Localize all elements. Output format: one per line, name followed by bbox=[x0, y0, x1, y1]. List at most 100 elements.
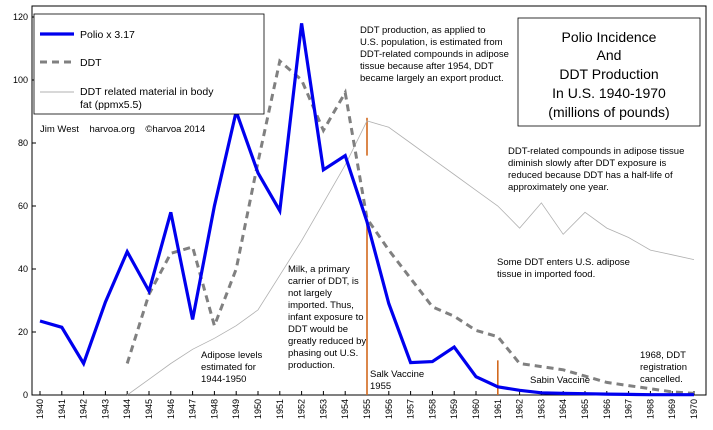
annotation-milk-line-6: DDT would be bbox=[288, 324, 348, 335]
legend-label-bodyfat-1: DDT related material in body bbox=[80, 86, 214, 98]
annotation-milk-line-3: not largely bbox=[288, 288, 332, 299]
annotation-imported-line-1: Some DDT enters U.S. adipose bbox=[497, 257, 630, 268]
annotation-milk: Milk, a primary carrier of DDT, is not l… bbox=[288, 264, 366, 371]
x-tick-label: 1943 bbox=[100, 399, 110, 419]
annotation-milk-line-8: phasing out U.S. bbox=[288, 348, 358, 359]
x-tick-label: 1955 bbox=[362, 399, 372, 419]
x-tick-label: 1946 bbox=[166, 399, 176, 419]
annotation-salk-line-1: Salk Vaccine bbox=[370, 369, 424, 380]
plot-border bbox=[31, 5, 707, 396]
series bbox=[39, 23, 695, 397]
y-tick-label: 60 bbox=[18, 201, 28, 211]
annotation-milk-line-1: Milk, a primary bbox=[288, 264, 350, 275]
annotation-milk-line-2: carrier of DDT, is bbox=[288, 276, 359, 287]
annotation-adipose: Adipose levels estimated for 1944-1950 bbox=[201, 350, 263, 385]
credit-text: Jim West harvoa.org ©harvoa 2014 bbox=[40, 124, 205, 135]
x-tick-label: 1949 bbox=[231, 399, 241, 419]
annotation-halflife: DDT-related compounds in adipose tissue … bbox=[508, 146, 684, 193]
annotation-imported-line-2: tissue in imported food. bbox=[497, 269, 595, 280]
annotation-halflife-line-2: diminish slowly after DDT exposure is bbox=[508, 158, 666, 169]
annotation-cancel-line-3: cancelled. bbox=[640, 374, 683, 385]
annotation-halflife-line-1: DDT-related compounds in adipose tissue bbox=[508, 146, 684, 157]
x-tick-label: 1957 bbox=[406, 399, 416, 419]
title-line-5: (millions of pounds) bbox=[548, 104, 669, 120]
annotation-cancel-line-2: registration bbox=[640, 362, 687, 373]
annotation-cancel: 1968, DDT registration cancelled. bbox=[640, 350, 687, 385]
x-tick-label: 1968 bbox=[645, 399, 655, 419]
x-tick-label: 1962 bbox=[515, 399, 525, 419]
annotation-production-line-2: U.S. population, is estimated from bbox=[360, 37, 503, 48]
annotation-production-line-5: became largely an export product. bbox=[360, 73, 504, 84]
y-tick-label: 20 bbox=[18, 327, 28, 337]
x-tick-label: 1944 bbox=[122, 399, 132, 419]
x-tick-label: 1958 bbox=[427, 399, 437, 419]
y-tick-label: 80 bbox=[18, 138, 28, 148]
title-line-3: DDT Production bbox=[559, 66, 658, 82]
annotation-production-line-1: DDT production, as applied to bbox=[360, 25, 486, 36]
x-tick-label: 1956 bbox=[384, 399, 394, 419]
annotation-production-line-3: DDT-related compounds in adipose bbox=[360, 49, 509, 60]
annotations: DDT production, as applied to U.S. popul… bbox=[201, 25, 687, 392]
x-tick-label: 1954 bbox=[340, 399, 350, 419]
annotation-sabin-line-1: Sabin Vaccine bbox=[530, 375, 590, 386]
x-tick-label: 1953 bbox=[318, 399, 328, 419]
title-line-2: And bbox=[597, 47, 622, 63]
x-tick-label: 1945 bbox=[144, 399, 154, 419]
annotation-milk-line-7: greatly reduced by bbox=[288, 336, 366, 347]
event-markers bbox=[366, 117, 499, 395]
plot-frame bbox=[31, 5, 707, 396]
annotation-milk-line-5: infant exposure to bbox=[288, 312, 364, 323]
annotation-adipose-line-3: 1944-1950 bbox=[201, 374, 246, 385]
x-tick-label: 1951 bbox=[275, 399, 285, 419]
x-tick-label: 1941 bbox=[57, 399, 67, 419]
annotation-imported: Some DDT enters U.S. adipose tissue in i… bbox=[497, 257, 630, 280]
x-tick-label: 1967 bbox=[624, 399, 634, 419]
x-tick-label: 1950 bbox=[253, 399, 263, 419]
legend-box bbox=[33, 13, 265, 115]
y-tick-label: 40 bbox=[18, 264, 28, 274]
y-axis: 0 20 40 60 80 100 120 bbox=[13, 12, 36, 400]
legend-label-ddt: DDT bbox=[80, 57, 102, 69]
title-border bbox=[517, 17, 701, 127]
legend-label-polio: Polio x 3.17 bbox=[80, 29, 135, 41]
series-line-polio bbox=[39, 23, 694, 397]
x-tick-label: 1960 bbox=[471, 399, 481, 419]
annotation-halflife-line-3: reduced because DDT has a half-life of bbox=[508, 170, 673, 181]
x-tick-label: 1947 bbox=[188, 399, 198, 419]
annotation-milk-line-9: production. bbox=[288, 360, 335, 371]
x-tick-label: 1966 bbox=[602, 399, 612, 419]
x-tick-label: 1942 bbox=[79, 399, 89, 419]
y-tick-label: 120 bbox=[13, 12, 28, 22]
legend: Polio x 3.17 DDT DDT related material in… bbox=[33, 13, 265, 115]
x-tick-label: 1961 bbox=[493, 399, 503, 419]
x-axis: 1940 1941 1942 1943 1944 1945 1946 1947 1948 1949… bbox=[35, 391, 699, 419]
annotation-sabin: Sabin Vaccine bbox=[530, 375, 590, 386]
annotation-halflife-line-4: approximately one year. bbox=[508, 182, 609, 193]
annotation-adipose-line-2: estimated for bbox=[201, 362, 256, 373]
annotation-cancel-line-1: 1968, DDT bbox=[640, 350, 686, 361]
title-line-4: In U.S. 1940-1970 bbox=[552, 85, 666, 101]
annotation-production: DDT production, as applied to U.S. popul… bbox=[360, 25, 509, 84]
x-tick-label: 1963 bbox=[536, 399, 546, 419]
legend-label-bodyfat-2: fat (ppmx5.5) bbox=[80, 99, 142, 111]
annotation-adipose-line-1: Adipose levels bbox=[201, 350, 263, 361]
x-tick-label: 1959 bbox=[449, 399, 459, 419]
annotation-salk-line-2: 1955 bbox=[370, 381, 391, 392]
y-tick-label: 0 bbox=[23, 390, 28, 400]
title-box: Polio Incidence And DDT Production In U.… bbox=[517, 17, 701, 127]
x-tick-label: 1969 bbox=[667, 399, 677, 419]
x-tick-label: 1964 bbox=[558, 399, 568, 419]
title-line-1: Polio Incidence bbox=[562, 29, 657, 45]
x-tick-label: 1965 bbox=[580, 399, 590, 419]
annotation-production-line-4: tissue because after 1954, DDT bbox=[360, 61, 494, 72]
x-tick-label: 1948 bbox=[209, 399, 219, 419]
annotation-milk-line-4: imported. Thus, bbox=[288, 300, 354, 311]
x-tick-label: 1952 bbox=[297, 399, 307, 419]
series-line-ddt bbox=[125, 58, 695, 395]
annotation-salk: Salk Vaccine 1955 bbox=[370, 369, 424, 392]
series-line-bodyfat bbox=[126, 120, 695, 396]
x-tick-label: 1940 bbox=[35, 399, 45, 419]
x-tick-label: 1970 bbox=[689, 399, 699, 419]
y-tick-label: 100 bbox=[13, 75, 28, 85]
